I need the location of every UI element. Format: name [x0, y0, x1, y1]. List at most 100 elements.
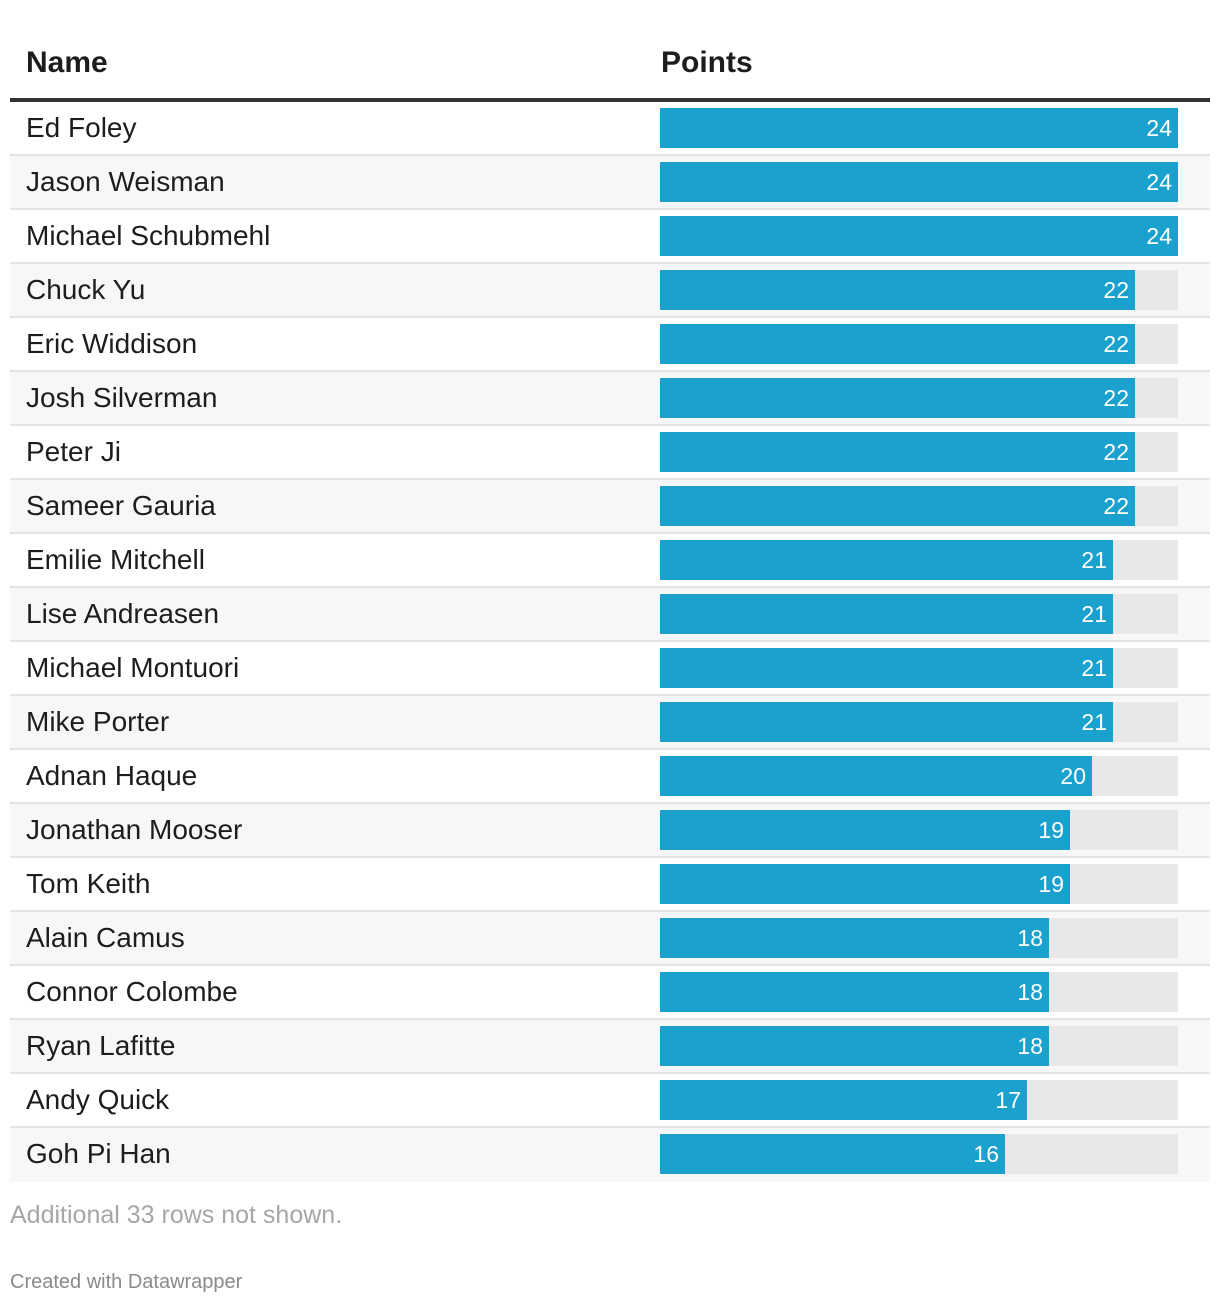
points-bar-track: 20	[660, 756, 1178, 796]
points-bar-track: 21	[660, 540, 1178, 580]
points-bar-track: 18	[660, 1026, 1178, 1066]
points-bar: 17	[660, 1080, 1027, 1120]
points-bar: 20	[660, 756, 1092, 796]
column-header-points[interactable]: Points	[661, 46, 753, 79]
points-bar: 21	[660, 540, 1113, 580]
points-bar: 24	[660, 162, 1178, 202]
points-value-label: 21	[1081, 709, 1107, 735]
row-name: Ryan Lafitte	[26, 1030, 176, 1061]
points-value-label: 19	[1038, 817, 1064, 843]
points-bar: 22	[660, 432, 1135, 472]
points-bar-track: 24	[660, 162, 1178, 202]
points-bar-track: 22	[660, 486, 1178, 526]
row-name: Michael Montuori	[26, 652, 240, 683]
points-value-label: 19	[1038, 871, 1064, 897]
row-name: Ed Foley	[26, 112, 137, 143]
row-name: Andy Quick	[26, 1084, 170, 1115]
table-row: Emilie Mitchell 21	[10, 534, 1210, 588]
points-bar-track: 19	[660, 864, 1178, 904]
points-value-label: 16	[973, 1141, 999, 1167]
table-row: Lise Andreasen 21	[10, 588, 1210, 642]
row-name: Jason Weisman	[26, 166, 225, 197]
row-name: Goh Pi Han	[26, 1138, 171, 1169]
points-bar: 22	[660, 378, 1135, 418]
table-row: Peter Ji 22	[10, 426, 1210, 480]
table-row: Andy Quick 17	[10, 1074, 1210, 1128]
table-row: Eric Widdison 22	[10, 318, 1210, 372]
points-value-label: 18	[1017, 1033, 1043, 1059]
row-name: Josh Silverman	[26, 382, 218, 413]
row-name: Mike Porter	[26, 706, 170, 737]
points-bar: 19	[660, 864, 1070, 904]
table-row: Chuck Yu 22	[10, 264, 1210, 318]
points-value-label: 24	[1146, 115, 1172, 141]
table-row: Josh Silverman 22	[10, 372, 1210, 426]
points-bar: 19	[660, 810, 1070, 850]
points-bar: 22	[660, 486, 1135, 526]
points-bar-track: 21	[660, 702, 1178, 742]
column-header-name[interactable]: Name	[26, 46, 108, 79]
row-name: Lise Andreasen	[26, 598, 220, 629]
points-bar-track: 18	[660, 972, 1178, 1012]
points-bar-track: 16	[660, 1134, 1178, 1174]
points-bar-track: 24	[660, 216, 1178, 256]
points-value-label: 22	[1103, 385, 1129, 411]
points-value-label: 21	[1081, 655, 1107, 681]
table-row: Tom Keith 19	[10, 858, 1210, 912]
points-value-label: 22	[1103, 331, 1129, 357]
points-bar: 21	[660, 702, 1113, 742]
row-name: Alain Camus	[26, 922, 185, 953]
row-name: Chuck Yu	[26, 274, 146, 305]
points-bar: 22	[660, 324, 1135, 364]
table-row: Jason Weisman 24	[10, 156, 1210, 210]
table-body: Ed Foley 24 Jason Weisman 24 Michael Schubme…	[10, 102, 1210, 1182]
points-bar-track: 18	[660, 918, 1178, 958]
table-row: Connor Colombe 18	[10, 966, 1210, 1020]
points-bar-track: 22	[660, 432, 1178, 472]
points-value-label: 20	[1060, 763, 1086, 789]
row-name: Tom Keith	[26, 868, 151, 899]
points-value-label: 21	[1081, 601, 1107, 627]
points-bar: 18	[660, 1026, 1049, 1066]
row-name: Connor Colombe	[26, 976, 238, 1007]
points-value-label: 17	[995, 1087, 1021, 1113]
points-value-label: 24	[1146, 223, 1172, 249]
points-bar-track: 22	[660, 378, 1178, 418]
points-bar: 18	[660, 972, 1049, 1012]
points-bar-track: 21	[660, 594, 1178, 634]
table-row: Goh Pi Han 16	[10, 1128, 1210, 1182]
points-bar: 18	[660, 918, 1049, 958]
points-bar: 21	[660, 594, 1113, 634]
points-bar: 22	[660, 270, 1135, 310]
row-name: Eric Widdison	[26, 328, 198, 359]
table-row: Alain Camus 18	[10, 912, 1210, 966]
table-row: Jonathan Mooser 19	[10, 804, 1210, 858]
points-bar-track: 24	[660, 108, 1178, 148]
row-name: Jonathan Mooser	[26, 814, 243, 845]
points-value-label: 22	[1103, 439, 1129, 465]
row-name: Sameer Gauria	[26, 490, 216, 521]
table-row: Ryan Lafitte 18	[10, 1020, 1210, 1074]
row-name: Adnan Haque	[26, 760, 198, 791]
points-bar: 24	[660, 216, 1178, 256]
row-name: Emilie Mitchell	[26, 544, 205, 575]
points-bar: 16	[660, 1134, 1005, 1174]
points-bar-track: 21	[660, 648, 1178, 688]
table-row: Michael Montuori 21	[10, 642, 1210, 696]
points-bar: 24	[660, 108, 1178, 148]
points-bar-track: 19	[660, 810, 1178, 850]
table-row: Ed Foley 24	[10, 102, 1210, 156]
points-value-label: 18	[1017, 979, 1043, 1005]
points-value-label: 18	[1017, 925, 1043, 951]
table-row: Mike Porter 21	[10, 696, 1210, 750]
points-bar-track: 17	[660, 1080, 1178, 1120]
table-header: Name Points	[10, 0, 1210, 102]
points-bar-track: 22	[660, 324, 1178, 364]
table-row: Sameer Gauria 22	[10, 480, 1210, 534]
table-row: Michael Schubmehl 24	[10, 210, 1210, 264]
row-name: Michael Schubmehl	[26, 220, 271, 251]
points-bar-track: 22	[660, 270, 1178, 310]
points-value-label: 22	[1103, 493, 1129, 519]
points-value-label: 22	[1103, 277, 1129, 303]
leaderboard-table: Name Points Ed Foley 24 Jason Weisman 24 Mic…	[10, 0, 1210, 1182]
